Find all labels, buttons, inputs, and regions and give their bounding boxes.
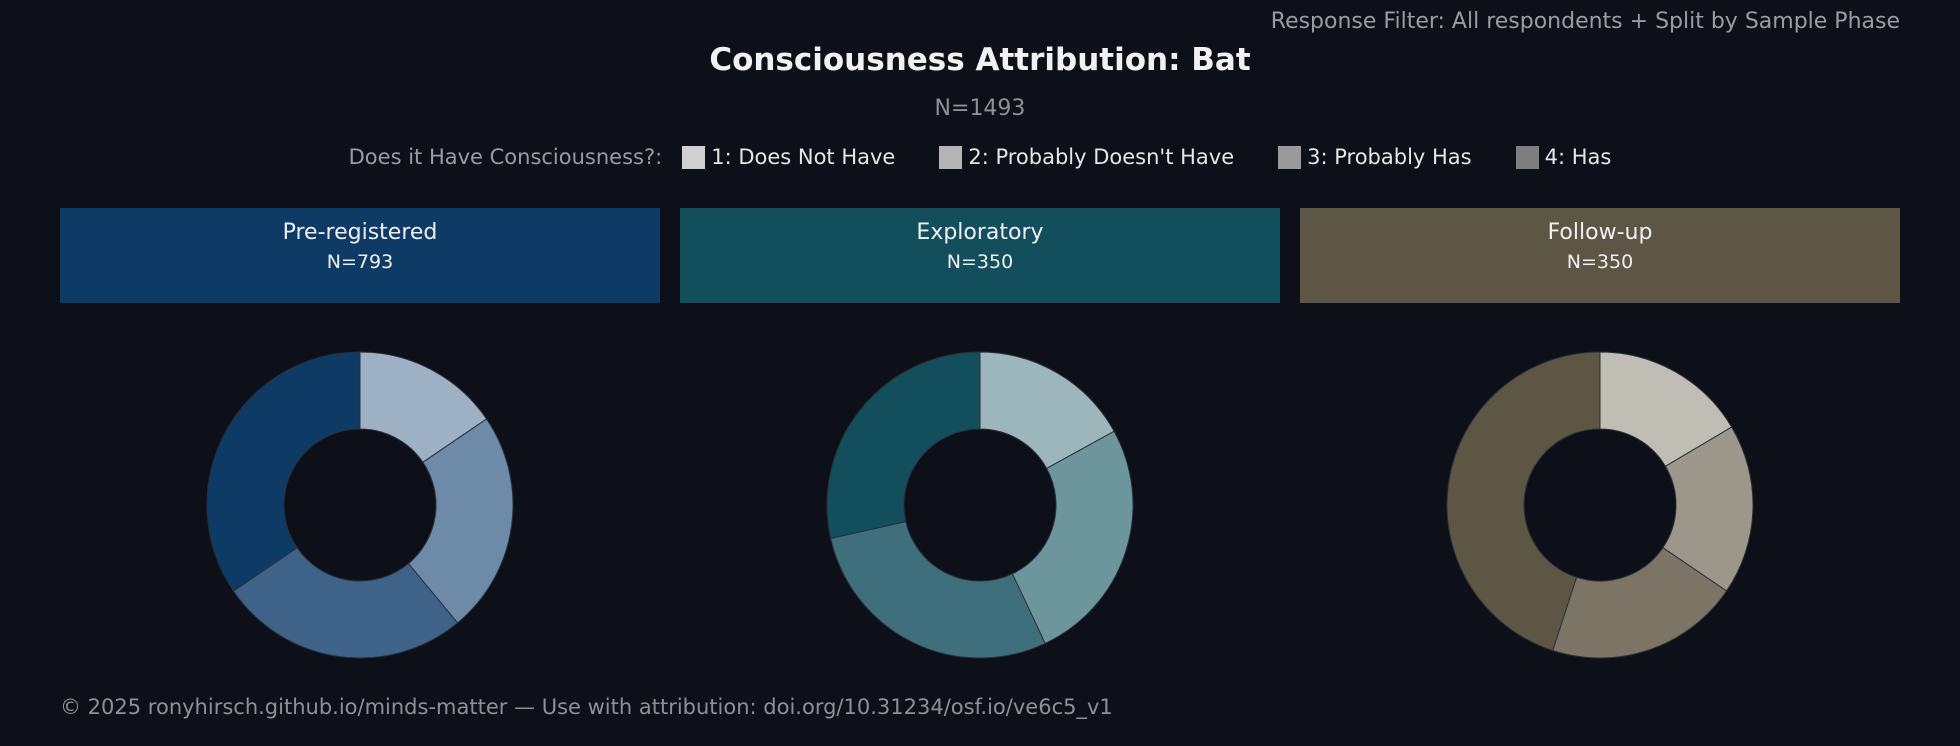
legend-swatch-1 <box>682 145 706 169</box>
legend-item-2[interactable]: 2: Probably Doesn't Have <box>939 145 1234 169</box>
panel-sample-size: N=350 <box>946 251 1014 273</box>
donut-slice-pre-registered-2[interactable] <box>407 418 514 624</box>
legend-item-4[interactable]: 4: Has <box>1515 145 1612 169</box>
chart-title: Consciousness Attribution: Bat <box>709 42 1251 78</box>
donut-slice-exploratory-3[interactable] <box>830 520 1046 659</box>
donut-slice-exploratory-2[interactable] <box>1011 430 1134 645</box>
legend-title: Does it Have Consciousness?: <box>348 145 663 169</box>
legend-swatch-2 <box>939 145 963 169</box>
donut-chart-pre-registered <box>206 351 514 659</box>
donut-slice-exploratory-4[interactable] <box>826 351 981 539</box>
panel-header-follow-up: Follow-up N=350 <box>1300 208 1900 303</box>
donut-chart-follow-up <box>1446 351 1754 659</box>
legend-label-1: 1: Does Not Have <box>711 145 896 169</box>
panel-name: Follow-up <box>1547 220 1653 245</box>
panel-sample-size: N=350 <box>1566 251 1634 273</box>
donut-slice-pre-registered-4[interactable] <box>206 351 361 592</box>
donut-slice-pre-registered-3[interactable] <box>232 547 459 659</box>
legend-swatch-3 <box>1278 145 1302 169</box>
panel-name: Exploratory <box>916 220 1044 245</box>
legend-item-1[interactable]: 1: Does Not Have <box>682 145 895 169</box>
legend-label-4: 4: Has <box>1544 145 1612 169</box>
footer-attribution: © 2025 ronyhirsch.github.io/minds-matter… <box>60 695 1113 719</box>
legend: Does it Have Consciousness?: 1: Does Not… <box>0 145 1960 169</box>
response-filter-text: Response Filter: All respondents + Split… <box>1270 9 1900 34</box>
legend-item-3[interactable]: 3: Probably Has <box>1278 145 1472 169</box>
legend-label-3: 3: Probably Has <box>1307 145 1472 169</box>
legend-swatch-4 <box>1515 145 1539 169</box>
panel-header-exploratory: Exploratory N=350 <box>680 208 1280 303</box>
panel-name: Pre-registered <box>282 220 438 245</box>
donut-slice-follow-up-1[interactable] <box>1599 351 1733 467</box>
panel-header-pre-registered: Pre-registered N=793 <box>60 208 660 303</box>
donut-slice-follow-up-4[interactable] <box>1446 351 1601 652</box>
panel-sample-size: N=793 <box>326 251 394 273</box>
donut-chart-exploratory <box>826 351 1134 659</box>
chart-subtitle: N=1493 <box>934 96 1026 121</box>
donut-slice-follow-up-3[interactable] <box>1552 547 1728 659</box>
donut-slice-follow-up-2[interactable] <box>1662 426 1754 592</box>
legend-label-2: 2: Probably Doesn't Have <box>968 145 1235 169</box>
